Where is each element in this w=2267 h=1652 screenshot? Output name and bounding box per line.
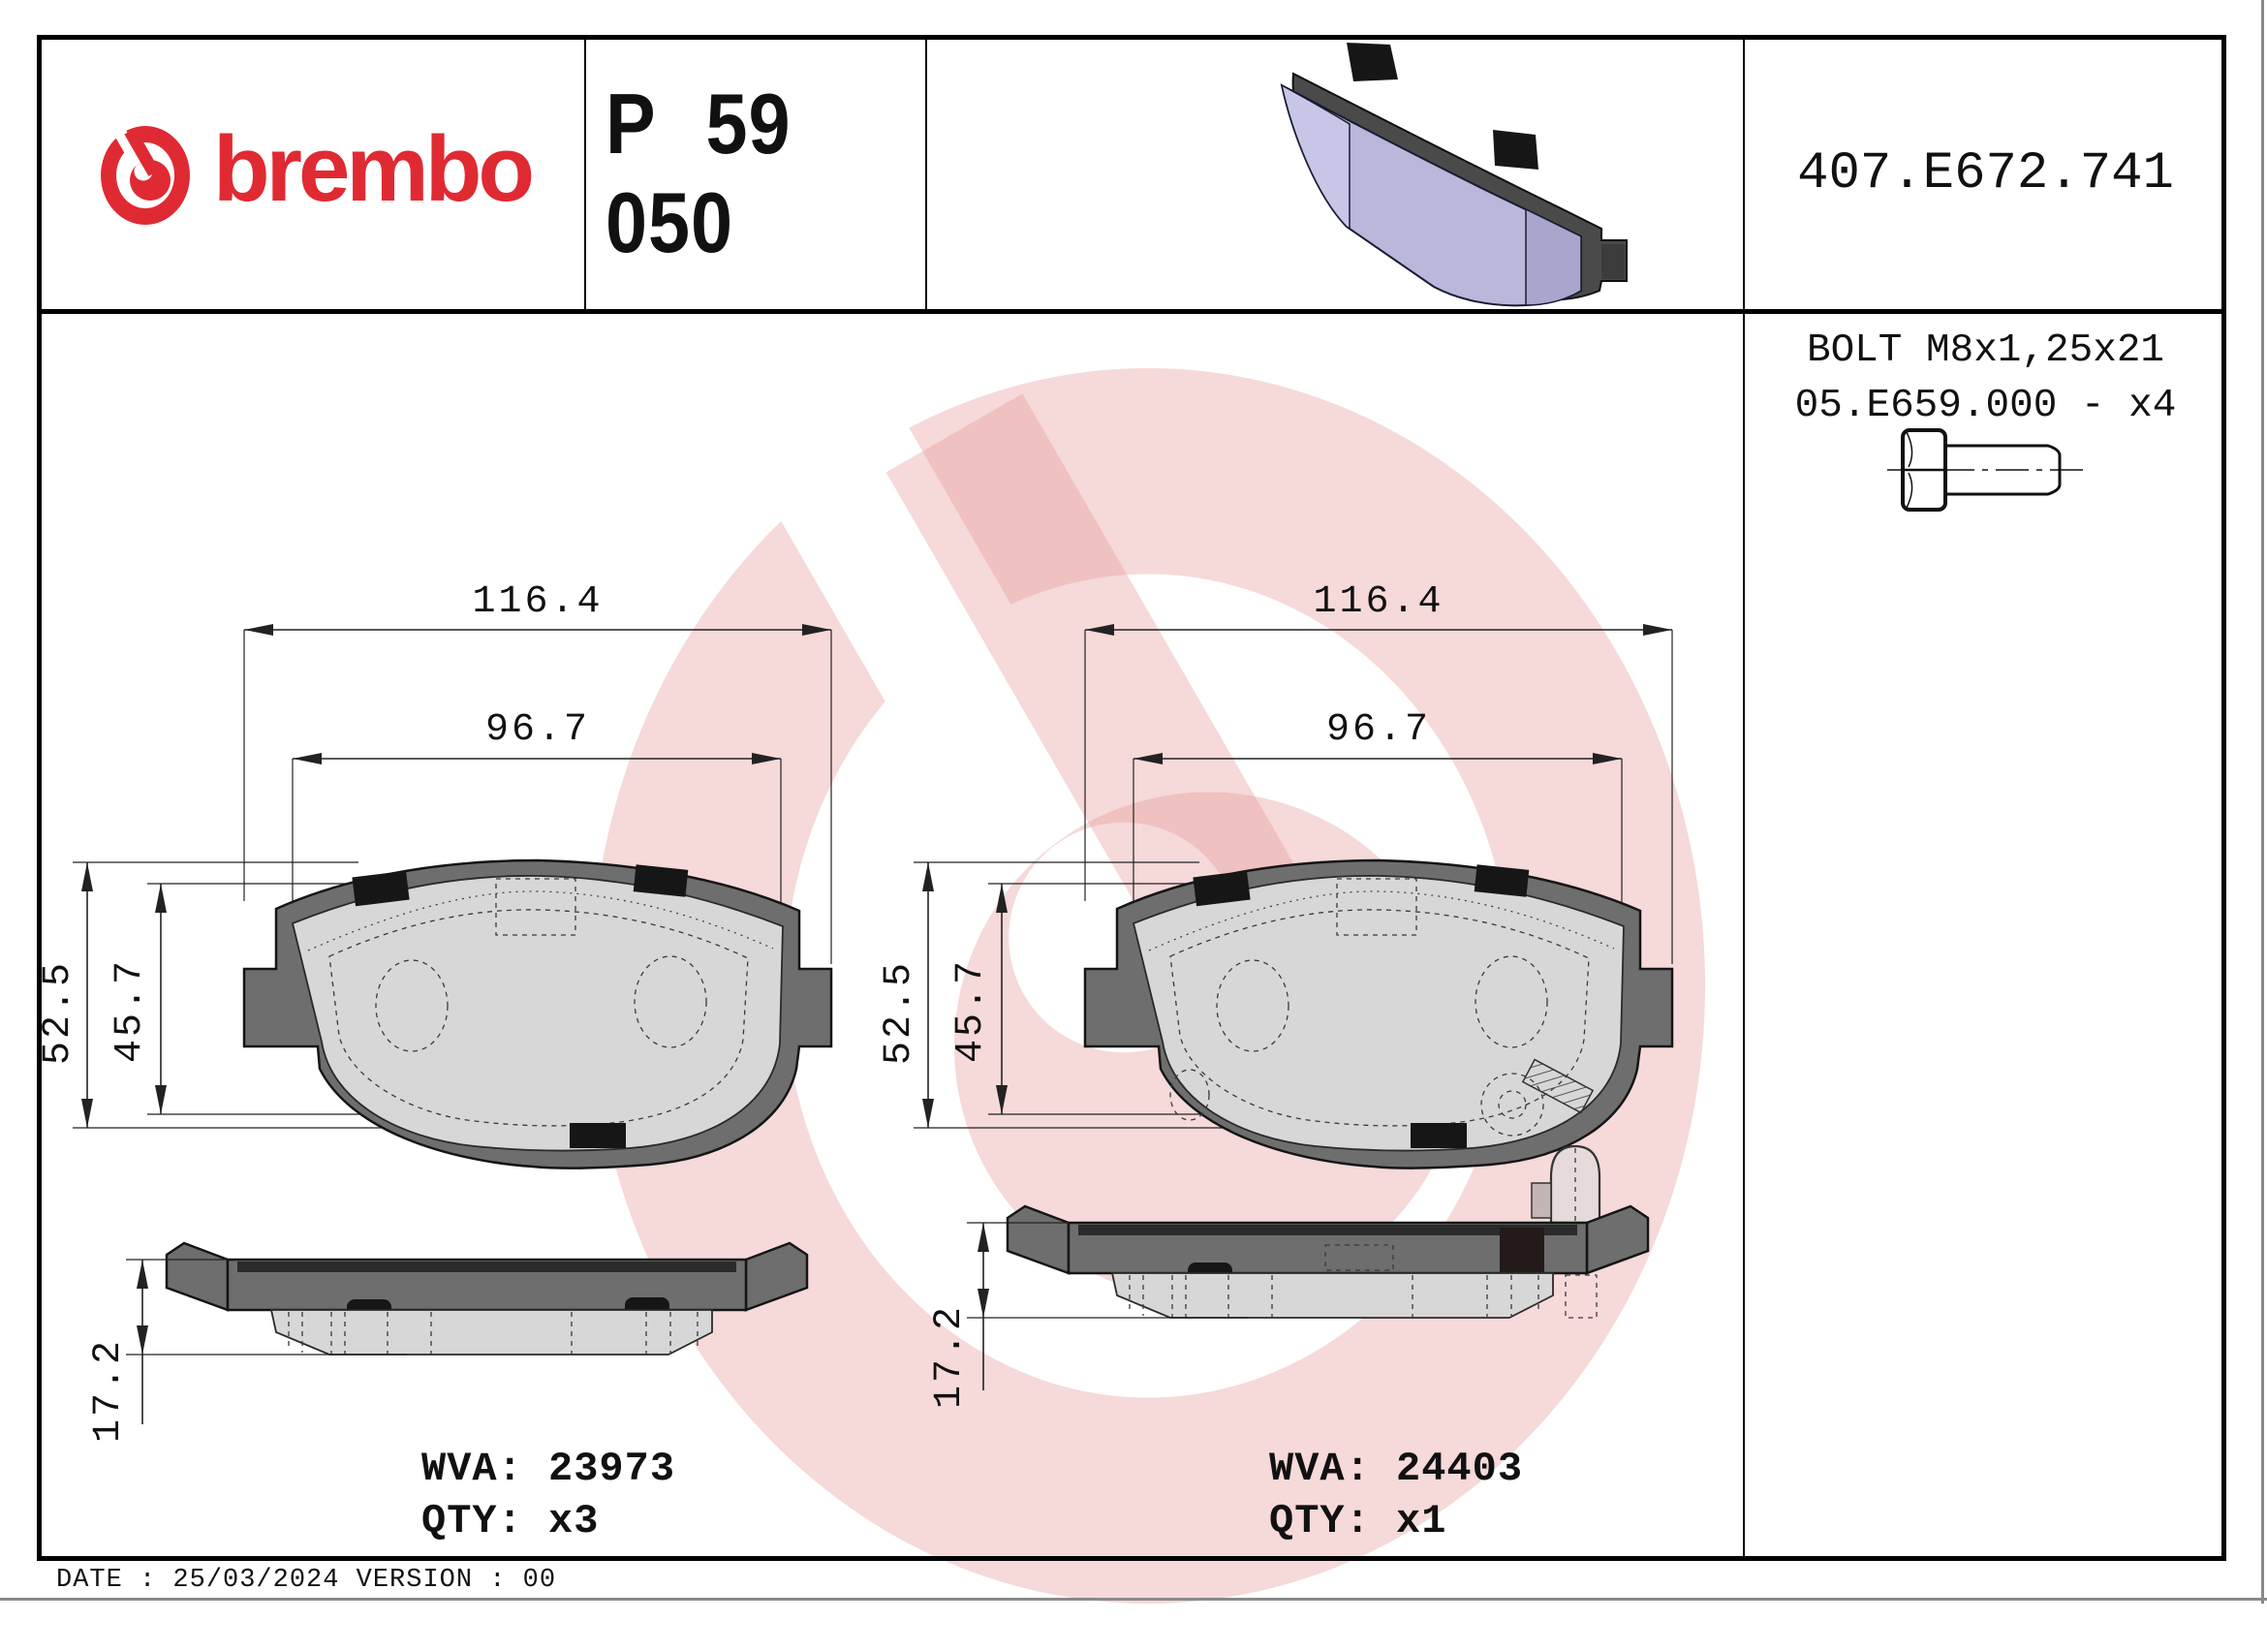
reference-code: 407.E672.741 bbox=[1797, 143, 2174, 203]
bolt-spec: BOLT M8x1,25x21 bbox=[1806, 328, 2165, 373]
dim-thickness-right: 17.2 bbox=[928, 1222, 1248, 1409]
wear-sensor-side bbox=[1531, 1144, 1601, 1319]
dim-width-outer-left: 116.4 bbox=[243, 580, 832, 964]
brembo-logo-icon bbox=[101, 126, 190, 225]
right-column-divider bbox=[1743, 35, 1745, 1561]
bolt-shape bbox=[1887, 428, 2085, 512]
dim-label: 45.7 bbox=[949, 958, 993, 1063]
wva-code-left: WVA: 23973 bbox=[421, 1446, 676, 1492]
wva-code-right: WVA: 24403 bbox=[1269, 1446, 1524, 1492]
dim-width-inner-right: 96.7 bbox=[1133, 708, 1623, 914]
brake-pad-3d-image bbox=[1280, 43, 1628, 307]
pad-side-view bbox=[1006, 1144, 1650, 1319]
dim-label: 17.2 bbox=[928, 1304, 972, 1409]
brand-logo: brembo bbox=[97, 117, 535, 229]
side-view-hidden-lines bbox=[288, 1312, 699, 1355]
header-divider-logo bbox=[584, 35, 586, 312]
dim-thickness-left: 17.2 bbox=[87, 1259, 407, 1443]
dim-label: 96.7 bbox=[1326, 708, 1431, 752]
part-code: P 59 050 bbox=[606, 76, 792, 270]
header-divider-partcode bbox=[925, 35, 927, 312]
qty-left: QTY: x3 bbox=[421, 1498, 600, 1544]
pad-front-view bbox=[1083, 858, 1674, 1169]
dim-width-inner-left: 96.7 bbox=[292, 708, 782, 914]
bolt-drawing bbox=[1887, 428, 2085, 512]
header-divider-line bbox=[37, 309, 2226, 314]
dim-height-outer-left: 52.5 bbox=[37, 861, 572, 1129]
dim-width-outer-right: 116.4 bbox=[1084, 580, 1673, 964]
side-view-hidden-lines bbox=[1129, 1244, 1539, 1318]
dim-label: 52.5 bbox=[37, 960, 80, 1065]
dim-label: 17.2 bbox=[87, 1338, 131, 1443]
dim-label: 45.7 bbox=[109, 958, 152, 1063]
dim-height-outer-right: 52.5 bbox=[878, 861, 1413, 1129]
bolt-order-code: 05.E659.000 - x4 bbox=[1794, 384, 2177, 429]
pad-3d-friction-face bbox=[1280, 83, 1582, 307]
datasheet-page: { "header": { "brand_wordmark": "brembo"… bbox=[0, 0, 2267, 1604]
pad-drawing-right: 116.4 96.7 52.5 45.7 bbox=[878, 580, 1674, 1409]
wear-sensor-front bbox=[1169, 1058, 1595, 1137]
dim-label: 52.5 bbox=[878, 960, 921, 1065]
drawing-frame bbox=[37, 35, 2226, 1561]
pad-front-view bbox=[242, 858, 833, 1169]
pad-side-view bbox=[165, 1241, 809, 1356]
dim-label: 116.4 bbox=[1313, 580, 1444, 624]
pad-3d-clips bbox=[1347, 43, 1538, 170]
page-edge-right bbox=[2261, 0, 2264, 1604]
dim-label: 116.4 bbox=[472, 580, 603, 624]
brand-wordmark: brembo bbox=[213, 117, 535, 221]
page-edge-bottom bbox=[0, 1598, 2267, 1601]
dim-label: 96.7 bbox=[485, 708, 590, 752]
qty-right: QTY: x1 bbox=[1269, 1498, 1447, 1544]
bolt-info: BOLT M8x1,25x21 05.E659.000 - x4 bbox=[1745, 324, 2226, 435]
pad-drawing-left: 116.4 96.7 52.5 45.7 bbox=[37, 580, 833, 1443]
date-version-line: DATE : 25/03/2024 VERSION : 00 bbox=[56, 1566, 557, 1595]
